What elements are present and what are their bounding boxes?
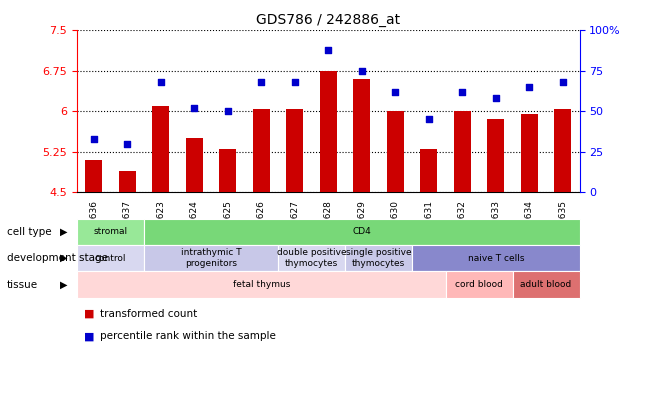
Bar [454, 111, 470, 192]
Point [390, 89, 401, 95]
Text: control: control [94, 254, 127, 263]
Bar [286, 109, 303, 192]
Text: cord blood: cord blood [455, 280, 503, 289]
Bar [354, 79, 370, 192]
Point [88, 136, 99, 142]
Bar [521, 114, 537, 192]
Point [524, 84, 535, 90]
Point [490, 95, 501, 102]
Text: development stage: development stage [7, 253, 108, 263]
Title: GDS786 / 242886_at: GDS786 / 242886_at [256, 13, 401, 27]
Bar [554, 109, 571, 192]
Point [423, 116, 434, 123]
Text: percentile rank within the sample: percentile rank within the sample [100, 331, 276, 341]
Bar [186, 139, 202, 192]
Point [356, 68, 367, 74]
Bar [320, 71, 336, 192]
Bar [387, 111, 403, 192]
Text: stromal: stromal [94, 227, 127, 237]
Point [222, 108, 233, 115]
Text: fetal thymus: fetal thymus [232, 280, 290, 289]
Point [122, 141, 133, 147]
Point [457, 89, 468, 95]
Text: single positive
thymocytes: single positive thymocytes [346, 249, 411, 268]
Bar [421, 149, 437, 192]
Text: ▶: ▶ [60, 279, 68, 290]
Point [557, 79, 568, 85]
Bar [119, 171, 135, 192]
Point [155, 79, 166, 85]
Text: CD4: CD4 [352, 227, 371, 237]
Point [323, 47, 334, 53]
Text: cell type: cell type [7, 227, 52, 237]
Text: ▶: ▶ [60, 227, 68, 237]
Text: naive T cells: naive T cells [468, 254, 524, 263]
Text: ■: ■ [84, 309, 94, 319]
Bar [487, 119, 504, 192]
Point [189, 105, 200, 111]
Text: transformed count: transformed count [100, 309, 198, 319]
Point [289, 79, 300, 85]
Text: double positive
thymocytes: double positive thymocytes [277, 249, 346, 268]
Bar [152, 106, 169, 192]
Text: ■: ■ [84, 331, 94, 341]
Point [256, 79, 267, 85]
Text: adult blood: adult blood [521, 280, 572, 289]
Text: ▶: ▶ [60, 253, 68, 263]
Text: tissue: tissue [7, 279, 38, 290]
Bar [219, 149, 236, 192]
Bar [253, 109, 269, 192]
Bar [86, 160, 102, 192]
Text: intrathymic T
progenitors: intrathymic T progenitors [181, 249, 241, 268]
